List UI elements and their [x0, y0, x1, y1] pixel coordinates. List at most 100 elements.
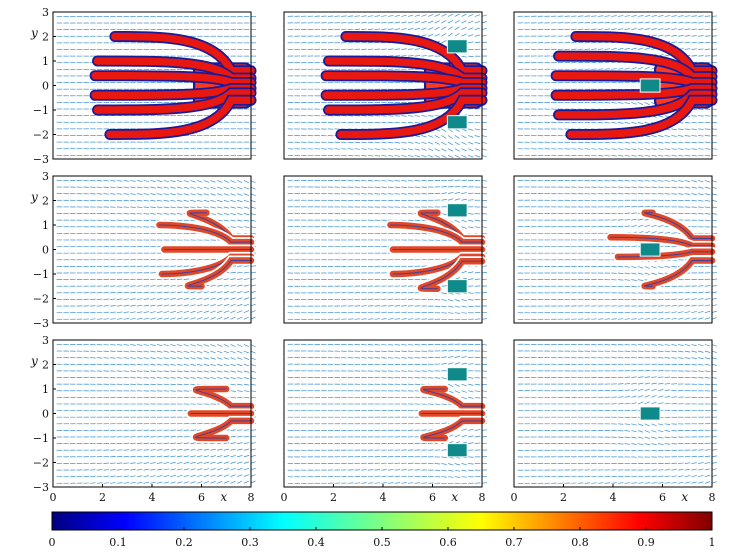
velocity-arrow	[136, 357, 143, 359]
velocity-arrow	[448, 191, 454, 194]
velocity-arrow	[143, 468, 150, 471]
y-tick-label: −3	[33, 153, 49, 166]
velocity-arrow	[150, 377, 156, 379]
x-tick-label: 4	[149, 491, 156, 504]
velocity-arrow	[361, 148, 367, 150]
velocity-arrow	[243, 213, 250, 216]
velocity-arrow	[196, 186, 203, 189]
velocity-arrow	[604, 48, 611, 50]
velocity-arrow	[617, 225, 624, 228]
velocity-arrow	[461, 13, 467, 17]
velocity-arrow	[698, 206, 704, 208]
velocity-arrow	[237, 284, 243, 287]
finger-group	[605, 207, 717, 292]
velocity-arrow	[401, 121, 407, 124]
velocity-arrow	[698, 15, 704, 17]
finger-core	[572, 32, 716, 75]
velocity-arrow	[381, 15, 387, 17]
velocity-arrow	[243, 310, 250, 314]
velocity-arrow	[704, 35, 711, 37]
velocity-arrow	[196, 448, 203, 451]
velocity-arrow	[691, 186, 697, 189]
velocity-arrow	[216, 480, 223, 484]
velocity-arrow	[116, 311, 123, 314]
velocity-arrow	[196, 310, 203, 314]
velocity-arrow	[407, 48, 414, 50]
velocity-arrow	[156, 311, 163, 314]
velocity-arrow	[584, 22, 591, 24]
velocity-arrow	[657, 318, 664, 320]
velocity-arrow	[217, 219, 223, 222]
velocity-arrow	[110, 186, 116, 189]
velocity-arrow	[176, 297, 183, 300]
velocity-arrow	[136, 455, 143, 458]
velocity-arrow	[468, 20, 474, 24]
velocity-arrow	[243, 370, 250, 373]
velocity-arrow	[170, 462, 176, 464]
velocity-arrow	[434, 258, 441, 261]
velocity-arrow	[407, 14, 414, 17]
velocity-arrow	[401, 141, 407, 144]
velocity-arrow	[427, 14, 434, 17]
velocity-arrow	[136, 468, 143, 471]
velocity-arrow	[611, 141, 617, 144]
velocity-arrow	[361, 180, 367, 182]
velocity-arrow	[611, 15, 617, 17]
velocity-arrow	[163, 199, 170, 202]
velocity-arrow	[230, 474, 236, 478]
velocity-arrow	[243, 357, 250, 360]
velocity-arrow	[691, 22, 697, 24]
velocity-arrow	[116, 475, 123, 478]
velocity-arrow	[617, 21, 624, 24]
velocity-arrow	[136, 180, 143, 182]
velocity-arrow	[704, 141, 711, 143]
velocity-arrow	[230, 316, 236, 320]
velocity-arrow	[236, 180, 243, 183]
velocity-arrow	[196, 344, 203, 347]
velocity-arrow	[143, 193, 150, 195]
velocity-arrow	[96, 318, 103, 320]
velocity-arrow	[584, 15, 591, 17]
velocity-arrow	[637, 154, 644, 157]
velocity-arrow	[394, 48, 401, 50]
velocity-arrow	[684, 121, 691, 124]
velocity-arrow	[678, 28, 684, 30]
velocity-arrow	[103, 357, 109, 359]
velocity-arrow	[216, 344, 223, 347]
velocity-arrow	[597, 148, 604, 150]
velocity-arrow	[468, 278, 474, 280]
velocity-arrow	[474, 27, 481, 30]
velocity-arrow	[116, 193, 123, 195]
velocity-arrow	[210, 297, 216, 300]
velocity-arrow	[230, 383, 236, 386]
velocity-arrow	[163, 298, 170, 300]
velocity-arrow	[243, 435, 250, 438]
velocity-arrow	[183, 455, 190, 458]
velocity-arrow	[170, 206, 176, 209]
velocity-arrow	[116, 363, 123, 366]
velocity-arrow	[210, 186, 216, 190]
velocity-arrow	[143, 213, 150, 215]
velocity-arrow	[468, 219, 474, 222]
velocity-arrow	[150, 449, 156, 451]
velocity-arrow	[176, 350, 183, 353]
velocity-arrow	[143, 357, 150, 359]
velocity-arrow	[468, 299, 474, 301]
velocity-arrow	[651, 186, 657, 188]
velocity-arrow	[624, 279, 631, 281]
y-tick-label: −1	[33, 104, 49, 117]
velocity-arrow	[617, 272, 624, 274]
velocity-arrow	[243, 219, 250, 222]
velocity-arrow	[183, 350, 190, 353]
velocity-arrow	[468, 226, 474, 229]
velocity-arrow	[196, 317, 203, 320]
velocity-arrow	[210, 206, 216, 209]
velocity-arrow	[170, 357, 176, 360]
velocity-arrow	[223, 363, 230, 367]
velocity-arrow	[704, 28, 711, 30]
velocity-arrow	[237, 429, 243, 431]
velocity-arrow	[407, 148, 414, 151]
velocity-arrow	[604, 68, 611, 70]
velocity-arrow	[123, 350, 130, 353]
velocity-arrow	[394, 311, 401, 314]
